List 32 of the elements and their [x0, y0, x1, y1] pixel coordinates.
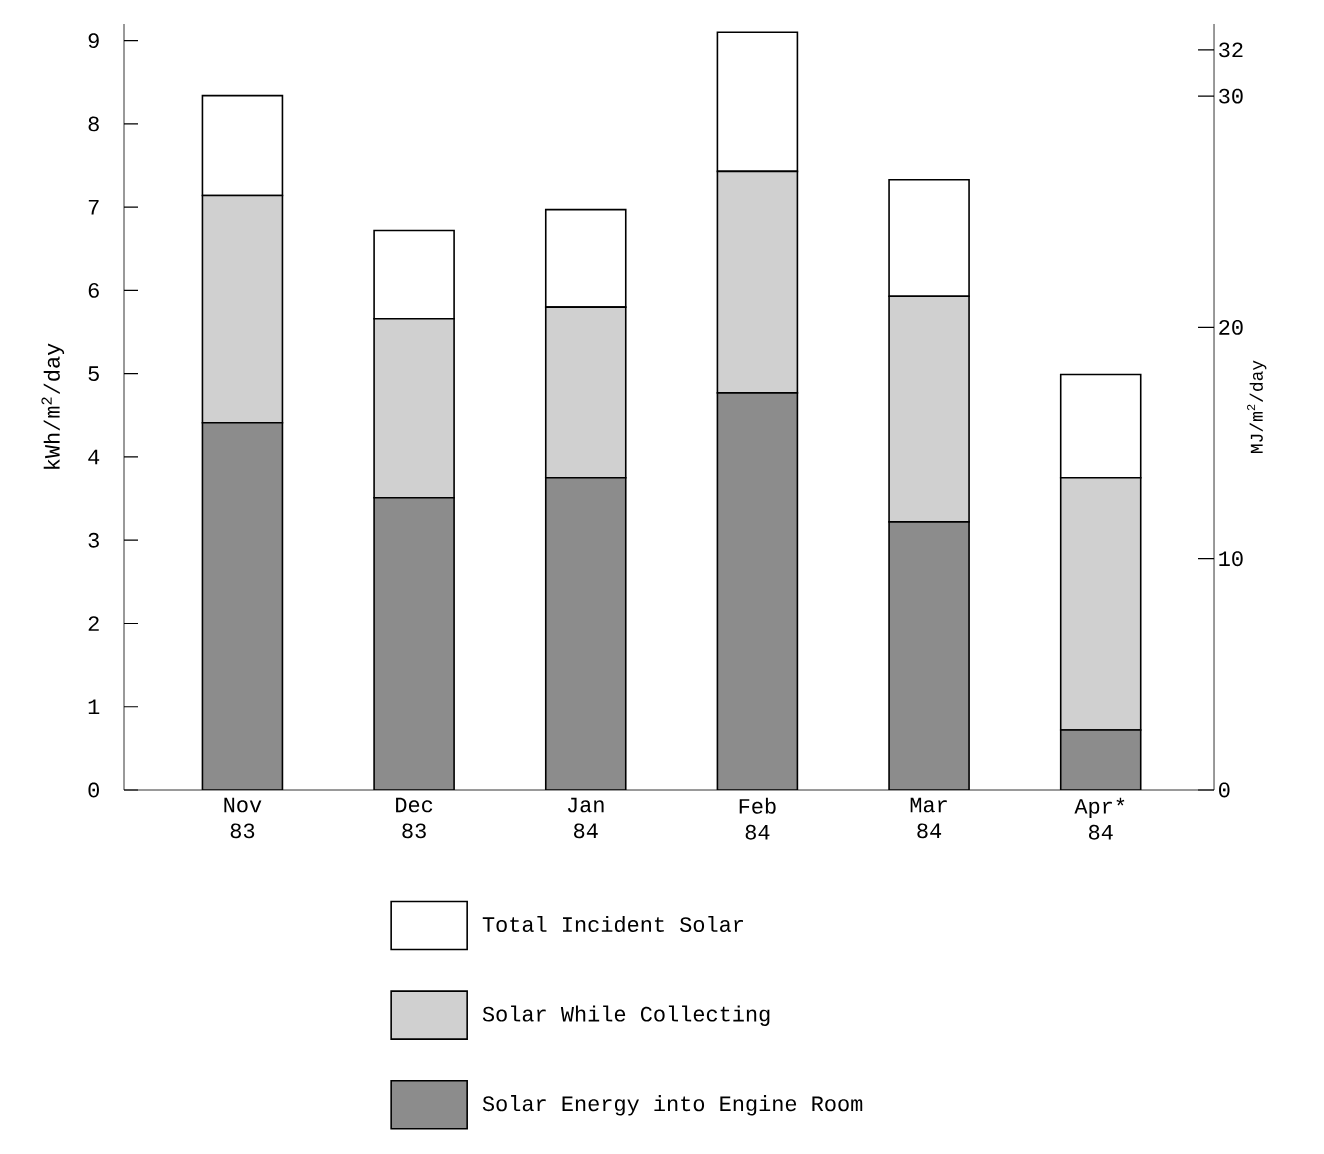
- y-axis-title: kWh/m$^{2}$/day: [41, 343, 65, 469]
- x-tick-label: Mar 84: [910, 797, 947, 839]
- y-tick-label: 1: [88, 699, 100, 714]
- bar: [201, 422, 284, 790]
- x-tick-label: Dec 83: [396, 797, 433, 839]
- legend-label: Solar Energy into Engine Room: [482, 1095, 863, 1116]
- bar: [888, 521, 970, 790]
- x-tick-label: Apr* 84: [1074, 797, 1125, 840]
- y2-tick-label: 20: [1219, 320, 1243, 335]
- y-tick-label: 0: [88, 782, 99, 798]
- bar: [716, 392, 799, 790]
- legend-label: Total Incident Solar: [482, 915, 743, 933]
- y-tick-label: 8: [88, 116, 99, 132]
- x-tick-label: Nov 83: [224, 797, 262, 839]
- y2-tick-label: 0: [1219, 782, 1230, 798]
- bar: [1059, 729, 1142, 790]
- y-tick-label: 5: [88, 366, 99, 382]
- legend-label: Solar While Collecting: [482, 1005, 770, 1026]
- bar: [544, 476, 627, 790]
- y2-tick-label: 32: [1219, 42, 1243, 58]
- bar: [373, 496, 455, 790]
- y2-tick-label: 10: [1219, 551, 1243, 567]
- x-tick-label: Feb 84: [739, 797, 776, 840]
- y2-tick-label: 30: [1219, 88, 1243, 104]
- y2-axis-title: MJ/m$^{2}$/day: [1247, 360, 1267, 453]
- y-tick-label: 9: [88, 33, 99, 49]
- y-tick-label: 7: [88, 199, 99, 215]
- y-tick-label: 6: [88, 283, 99, 298]
- y-tick-label: 3: [88, 532, 99, 548]
- y-tick-label: 2: [88, 616, 99, 631]
- x-tick-label: Jan 84: [567, 797, 604, 839]
- y-tick-label: 4: [88, 449, 100, 465]
